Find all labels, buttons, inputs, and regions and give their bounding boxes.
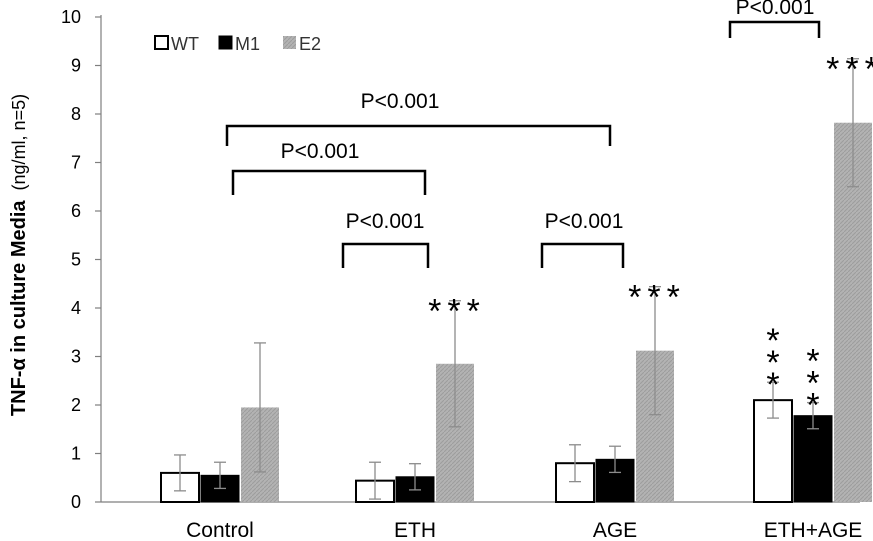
x-category-label: Control [186,519,254,541]
comparison-pvalue: P<0.001 [736,0,815,19]
significance-label: *** [826,51,873,89]
y-tick-label: 8 [71,104,81,124]
y-axis-label-main: TNF-α in culture Media [8,200,30,417]
legend-label: E2 [299,34,321,54]
x-category-label: ETH+AGE [764,519,863,541]
legend-swatch [283,36,296,49]
comparison-bracket [341,242,430,268]
comparison-bracket [540,242,625,268]
comparison-bracket [225,124,612,146]
y-tick-label: 0 [71,492,81,512]
significance-label: *** [428,293,486,331]
y-tick-label: 4 [71,298,81,318]
y-axis-label: TNF-α in culture Media (ng/ml, n=5) [8,94,30,416]
y-tick-label: 5 [71,250,81,270]
significance-label: *** [628,279,686,317]
significance-star: * [806,365,819,403]
comparison-pvalue: P<0.001 [281,140,360,163]
y-tick-label: 2 [71,395,81,415]
comparison-bracket [728,20,821,38]
legend-label: WT [171,34,199,54]
y-tick-label: 7 [71,153,81,173]
comparison-pvalue: P<0.001 [346,210,425,233]
comparison-bracket [231,169,427,195]
significance-star: * [806,387,819,425]
y-tick-label: 9 [71,56,81,76]
bar [793,415,833,503]
significance-star: * [766,322,779,360]
significance-star: * [766,366,779,404]
y-tick-label: 1 [71,444,81,464]
comparison-pvalue: P<0.001 [545,210,624,233]
legend-swatch [154,35,169,50]
significance-star: * [766,344,779,382]
y-tick-label: 3 [71,347,81,367]
significance-star: * [806,343,819,381]
y-axis-label-units: (ng/ml, n=5) [9,94,29,191]
y-tick-label: 10 [61,7,81,27]
legend-label: M1 [235,34,260,54]
legend-swatch [218,35,233,50]
x-category-label: AGE [593,519,637,541]
comparison-pvalue: P<0.001 [361,90,440,113]
x-category-label: ETH [394,519,436,541]
y-tick-label: 6 [71,201,81,221]
